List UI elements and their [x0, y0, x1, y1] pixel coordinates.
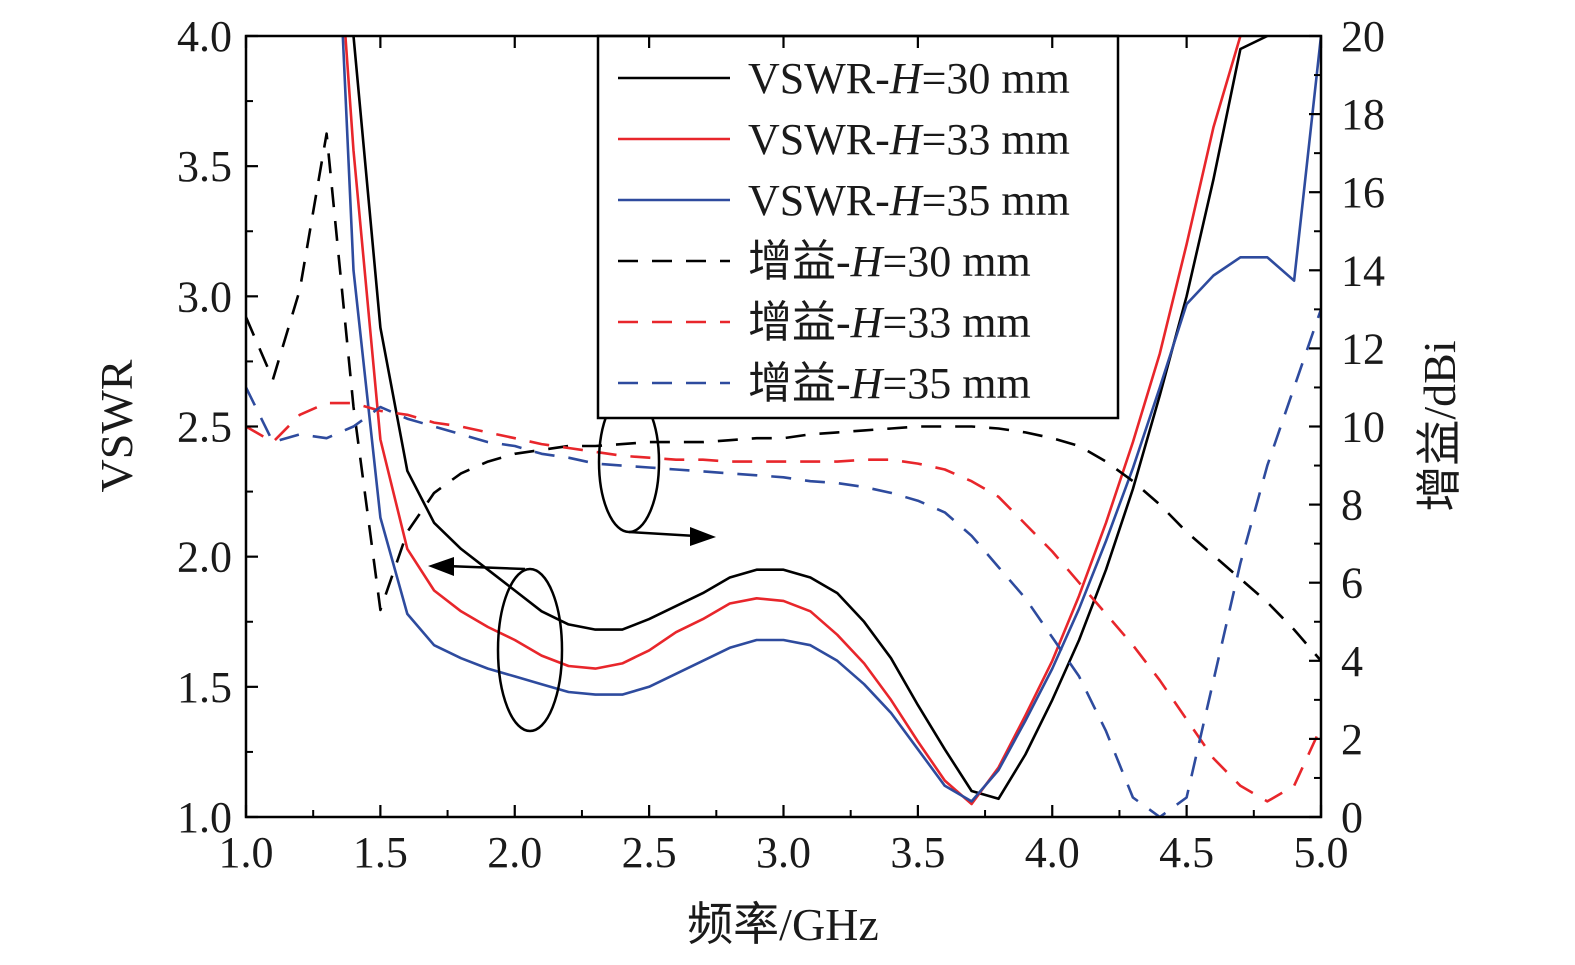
- y-right-tick-label: 2: [1341, 715, 1363, 764]
- y-left-tick-label: 3.5: [177, 142, 232, 191]
- x-tick-label: 5.0: [1294, 828, 1349, 877]
- x-tick-label: 3.5: [890, 828, 945, 877]
- y-right-tick-label: 16: [1341, 168, 1385, 217]
- y-right-tick-label: 18: [1341, 90, 1385, 139]
- legend-label-5: 增益-H=33 mm: [748, 298, 1031, 347]
- legend: VSWR-H=30 mm VSWR-H=33 mm VSWR-H=35 mm 增益-H…: [596, 34, 1120, 420]
- y-right-tick-label: 10: [1341, 403, 1385, 452]
- y-axis-left: 1.0 1.5 2.0 2.5 3.0 3.5 4.0: [177, 12, 258, 842]
- y-left-tick-label: 3.0: [177, 272, 232, 321]
- y-right-tick-label: 0: [1341, 793, 1363, 842]
- y-axis-right: 0 2 4 6 8 10 12 14 16 18 20: [1309, 12, 1385, 842]
- legend-label-4: 增益-H=30 mm: [748, 237, 1031, 286]
- gain-arrow-line: [628, 530, 697, 538]
- y-right-tick-label: 20: [1341, 12, 1385, 61]
- y-left-tick-label: 2.0: [177, 533, 232, 582]
- series-line-vswr-35mm: [341, 36, 1321, 803]
- x-tick-label: 1.0: [219, 828, 274, 877]
- legend-label-6: 增益-H=35 mm: [748, 359, 1031, 408]
- series-layer: [246, 36, 1321, 817]
- legend-label-3: VSWR-H=35 mm: [748, 176, 1070, 225]
- x-tick-label: 1.5: [353, 828, 408, 877]
- y-left-tick-label: 2.5: [177, 403, 232, 452]
- y-right-tick-label: 8: [1341, 481, 1363, 530]
- gain-arrow-head: [690, 527, 716, 546]
- x-tick-label: 2.0: [487, 828, 542, 877]
- x-tick-label: 4.0: [1025, 828, 1080, 877]
- x-axis: 1.0 1.5 2.0 2.5 3.0 3.5 4.0 4.5 5.0: [219, 36, 1349, 877]
- vswr-group-ellipse: [496, 567, 564, 733]
- vswr-arrow-line: [445, 564, 526, 571]
- legend-label-1: VSWR-H=30 mm: [748, 54, 1070, 103]
- y-left-tick-label: 4.0: [177, 12, 232, 61]
- annotation-layer: [428, 390, 716, 733]
- series-line-gain-33mm: [246, 401, 1321, 803]
- y-left-tick-label: 1.0: [177, 793, 232, 842]
- y-left-axis-title: VSWR: [91, 359, 142, 492]
- x-axis-title: 频率/GHz: [687, 899, 879, 950]
- vswr-arrow-head: [428, 557, 454, 576]
- y-right-tick-label: 14: [1341, 246, 1385, 295]
- x-tick-label: 4.5: [1159, 828, 1214, 877]
- series-line-gain-35mm: [246, 308, 1321, 817]
- series-line-vswr-30mm: [352, 36, 1268, 801]
- x-tick-label: 2.5: [622, 828, 677, 877]
- series-line-vswr-33mm: [344, 36, 1242, 806]
- y-right-tick-label: 4: [1341, 637, 1363, 686]
- y-right-tick-label: 6: [1341, 559, 1363, 608]
- y-right-axis-title: 增益/dBi: [1414, 340, 1465, 511]
- y-left-tick-label: 1.5: [177, 663, 232, 712]
- x-tick-label: 3.0: [756, 828, 811, 877]
- legend-label-2: VSWR-H=33 mm: [748, 115, 1070, 164]
- y-right-tick-label: 12: [1341, 324, 1385, 373]
- legend-box: [596, 34, 1120, 420]
